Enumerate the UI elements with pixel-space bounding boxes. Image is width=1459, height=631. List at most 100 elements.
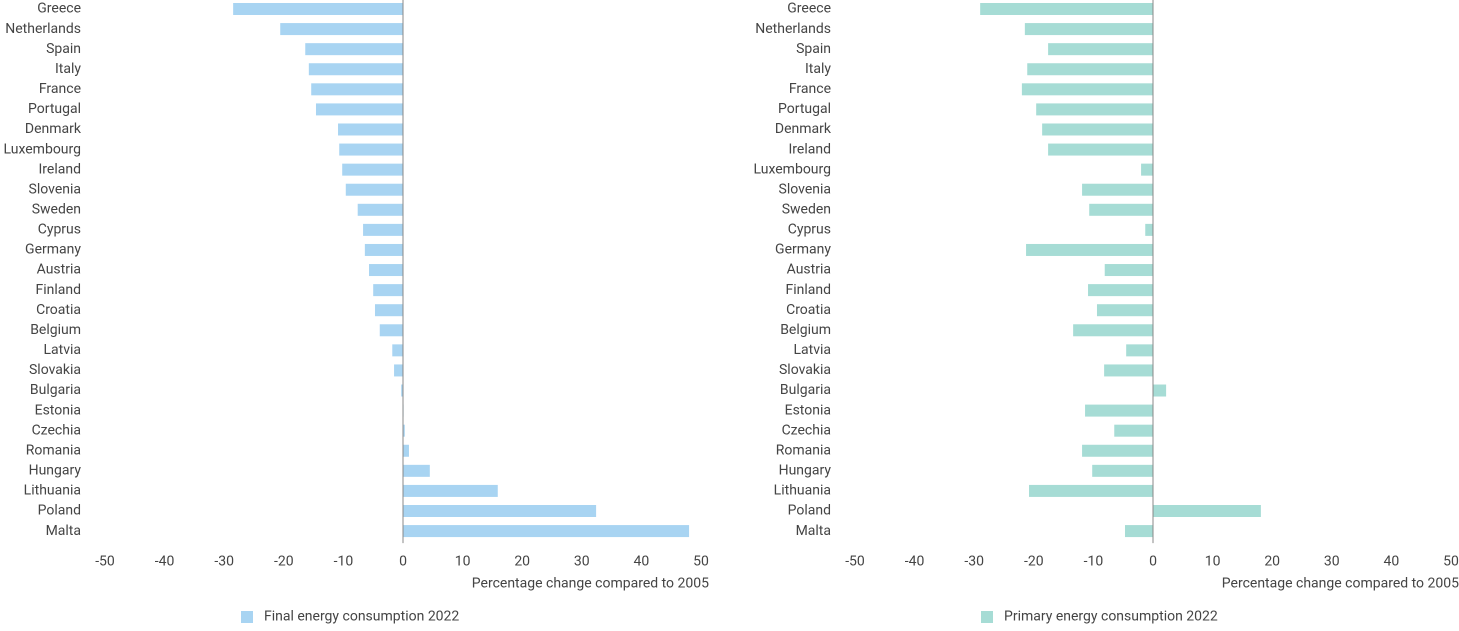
bar	[369, 264, 403, 277]
y-tick-label: Finland	[785, 282, 831, 298]
y-tick-label: Germany	[775, 242, 831, 258]
x-tick-label: 50	[1443, 554, 1459, 570]
bar	[373, 284, 403, 297]
y-tick-label: Portugal	[778, 101, 831, 117]
y-tick-label: Portugal	[28, 101, 81, 117]
x-tick-label: -40	[905, 554, 925, 570]
bar	[1089, 203, 1153, 216]
legend-label: Primary energy consumption 2022	[1004, 609, 1218, 625]
x-tick-label: 0	[1149, 554, 1157, 570]
x-tick-label: -30	[964, 554, 984, 570]
y-tick-label: Denmark	[25, 121, 82, 137]
y-tick-label: Ireland	[789, 141, 832, 157]
y-tick-label: Slovenia	[779, 181, 831, 197]
y-tick-label: Italy	[55, 61, 81, 77]
y-tick-label: Spain	[796, 41, 831, 57]
y-tick-label: Bulgaria	[780, 382, 831, 398]
bar	[1153, 384, 1167, 397]
y-tick-label: Germany	[25, 242, 81, 258]
bar	[1126, 344, 1153, 357]
x-tick-label: 20	[1264, 554, 1280, 570]
x-tick-label: 20	[514, 554, 530, 570]
bar	[1141, 163, 1153, 176]
y-tick-label: Czechia	[782, 422, 831, 438]
x-axis-title: Percentage change compared to 2005	[472, 576, 709, 592]
y-tick-label: Malta	[796, 523, 831, 539]
bar	[1124, 525, 1153, 538]
bar	[1114, 424, 1153, 437]
bar	[1153, 505, 1261, 517]
y-tick-label: France	[39, 81, 81, 97]
y-tick-label: Estonia	[35, 402, 81, 418]
y-tick-label: Netherlands	[5, 21, 81, 37]
x-tick-label: 10	[455, 554, 471, 570]
x-tick-label: 30	[574, 554, 590, 570]
bar	[1042, 123, 1153, 136]
x-tick-label: -20	[274, 554, 294, 570]
bar	[1082, 444, 1153, 457]
y-tick-label: Latvia	[793, 342, 831, 358]
y-tick-label: Slovakia	[29, 362, 81, 378]
bar	[392, 344, 403, 357]
x-axis-title: Percentage change compared to 2005	[1222, 576, 1459, 592]
y-tick-label: Croatia	[786, 302, 831, 318]
bar	[1104, 364, 1153, 377]
y-tick-label: France	[789, 81, 831, 97]
y-tick-label: Romania	[26, 442, 81, 458]
bar	[1096, 304, 1153, 317]
y-tick-label: Estonia	[785, 402, 831, 418]
y-tick-label: Hungary	[779, 463, 832, 479]
bar	[394, 364, 403, 377]
y-tick-label: Czechia	[32, 422, 81, 438]
y-tick-label: Slovakia	[779, 362, 831, 378]
bar	[342, 163, 403, 176]
bar	[1088, 284, 1153, 297]
bar	[1073, 324, 1153, 337]
bar	[374, 304, 403, 317]
bar	[1036, 103, 1153, 116]
bar	[1027, 63, 1153, 76]
y-tick-label: Hungary	[29, 463, 82, 479]
bar	[403, 444, 409, 457]
bar	[363, 223, 403, 236]
bar	[403, 505, 597, 517]
bar	[339, 143, 403, 156]
x-tick-label: 40	[634, 554, 650, 570]
y-tick-label: Latvia	[43, 342, 81, 358]
y-tick-label: Poland	[788, 503, 831, 519]
bar	[1048, 43, 1153, 56]
bar	[280, 23, 403, 36]
bar	[1085, 404, 1153, 417]
legend-swatch	[241, 611, 253, 623]
bar	[403, 424, 405, 437]
x-tick-label: -20	[1024, 554, 1044, 570]
bar	[403, 525, 690, 538]
y-tick-label: Lithuania	[774, 483, 831, 499]
y-tick-label: Croatia	[36, 302, 81, 318]
y-tick-label: Sweden	[32, 202, 81, 218]
bar	[1048, 143, 1153, 156]
x-tick-label: 40	[1384, 554, 1400, 570]
x-tick-label: 0	[399, 554, 407, 570]
bar	[1021, 83, 1153, 96]
y-tick-label: Austria	[787, 262, 831, 278]
x-tick-label: 10	[1205, 554, 1221, 570]
bar	[345, 183, 403, 196]
bar	[403, 464, 430, 477]
y-tick-label: Belgium	[780, 322, 831, 338]
bar	[305, 43, 403, 56]
x-tick-label: -50	[95, 554, 115, 570]
y-tick-label: Malta	[46, 523, 81, 539]
y-tick-label: Cyprus	[38, 222, 81, 238]
y-tick-label: Greece	[37, 1, 81, 17]
legend-label: Final energy consumption 2022	[264, 609, 459, 625]
y-tick-label: Cyprus	[788, 222, 831, 238]
x-tick-label: -10	[334, 554, 354, 570]
bar	[980, 3, 1153, 15]
bar	[308, 63, 403, 76]
bar	[403, 484, 498, 497]
bar	[1145, 223, 1153, 236]
y-tick-label: Belgium	[30, 322, 81, 338]
y-tick-label: Netherlands	[755, 21, 831, 37]
